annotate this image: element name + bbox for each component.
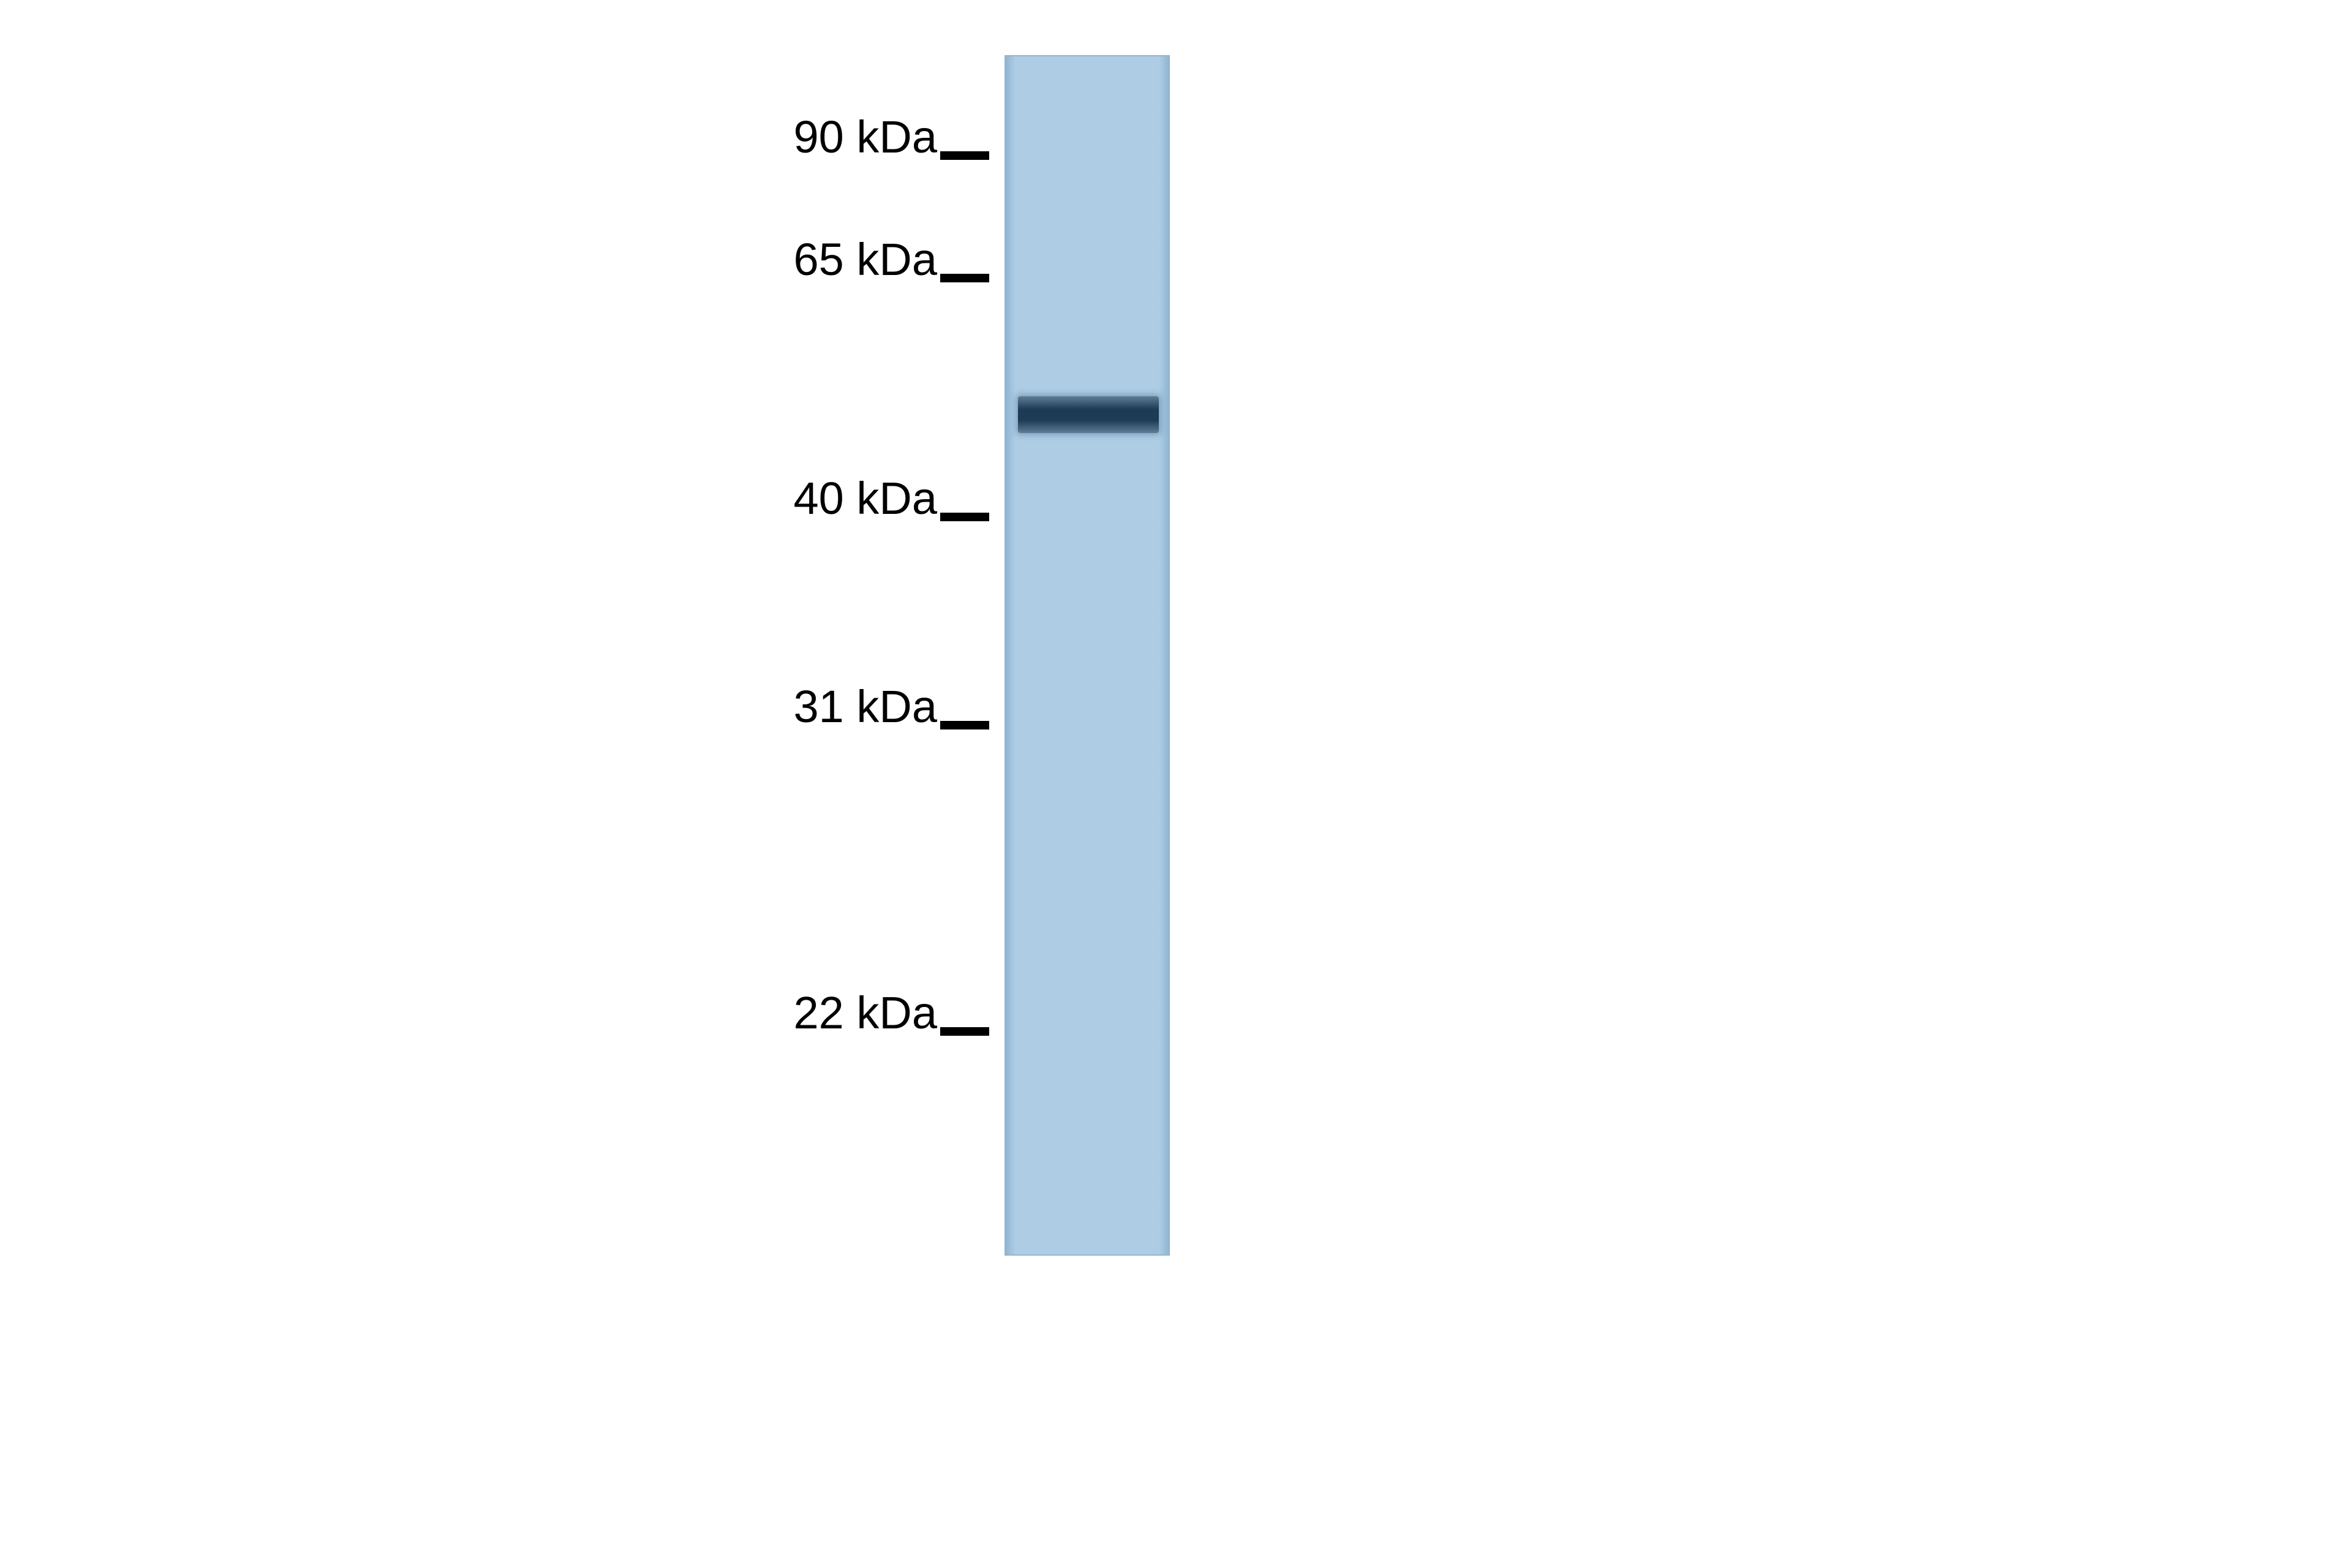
- protein-band-0: [1018, 396, 1159, 433]
- mw-marker-22-kDa: 22 kDa: [612, 1035, 989, 1036]
- mw-marker-90-kDa: 90 kDa: [612, 159, 989, 160]
- western-blot-region: 90 kDa 65 kDa 40 kDa 31 kDa 22 kDa: [612, 55, 1213, 1280]
- ladder-markers-container: 90 kDa 65 kDa 40 kDa 31 kDa 22 kDa: [612, 55, 989, 1280]
- mw-marker-tick: [940, 151, 989, 160]
- mw-marker-tick: [940, 274, 989, 282]
- mw-marker-label: 90 kDa: [612, 115, 937, 160]
- blot-lane: [1005, 55, 1170, 1256]
- mw-marker-tick: [940, 513, 989, 521]
- mw-marker-label: 22 kDa: [612, 990, 937, 1036]
- mw-marker-label: 65 kDa: [612, 237, 937, 282]
- figure-canvas: 90 kDa 65 kDa 40 kDa 31 kDa 22 kDa: [0, 0, 2352, 1568]
- mw-marker-tick: [940, 721, 989, 729]
- mw-marker-label: 40 kDa: [612, 476, 937, 521]
- mw-marker-tick: [940, 1027, 989, 1036]
- mw-marker-label: 31 kDa: [612, 684, 937, 729]
